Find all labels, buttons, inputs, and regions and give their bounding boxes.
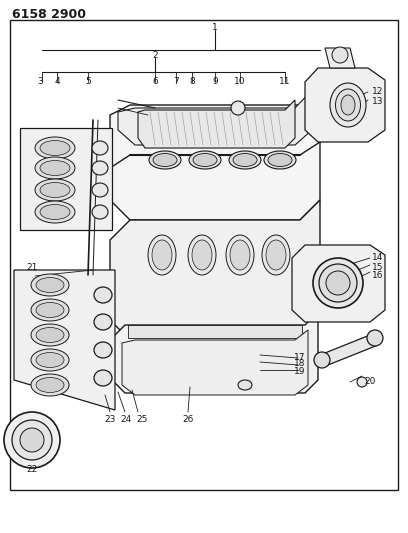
Text: 13: 13 [372, 98, 384, 107]
Polygon shape [305, 68, 385, 142]
Text: 26: 26 [182, 416, 194, 424]
Ellipse shape [335, 89, 361, 121]
Ellipse shape [35, 179, 75, 201]
Ellipse shape [330, 83, 366, 127]
Circle shape [4, 412, 60, 468]
Text: 1: 1 [212, 23, 218, 33]
Text: 9: 9 [212, 77, 218, 86]
Circle shape [20, 428, 44, 452]
Text: 15: 15 [372, 262, 384, 271]
Text: 6: 6 [152, 77, 158, 86]
Text: 19: 19 [294, 367, 306, 376]
Ellipse shape [152, 240, 172, 270]
Ellipse shape [233, 154, 257, 166]
Polygon shape [292, 245, 385, 322]
Ellipse shape [40, 141, 70, 156]
Ellipse shape [229, 151, 261, 169]
Polygon shape [14, 270, 115, 410]
Circle shape [367, 330, 383, 346]
Ellipse shape [31, 374, 69, 396]
Circle shape [231, 101, 245, 115]
Text: 4: 4 [54, 77, 60, 86]
Circle shape [332, 47, 348, 63]
Ellipse shape [148, 235, 176, 275]
Ellipse shape [35, 137, 75, 159]
Ellipse shape [238, 380, 252, 390]
Polygon shape [138, 100, 295, 148]
Ellipse shape [92, 141, 108, 155]
Ellipse shape [31, 299, 69, 321]
Ellipse shape [31, 274, 69, 296]
Ellipse shape [313, 258, 363, 308]
Circle shape [314, 352, 330, 368]
Ellipse shape [149, 151, 181, 169]
Ellipse shape [319, 264, 357, 302]
Text: 11: 11 [279, 77, 291, 86]
Ellipse shape [262, 235, 290, 275]
Ellipse shape [35, 201, 75, 223]
Text: 14: 14 [373, 254, 384, 262]
Text: 2: 2 [152, 52, 158, 61]
Ellipse shape [266, 240, 286, 270]
Ellipse shape [92, 183, 108, 197]
Ellipse shape [193, 154, 217, 166]
Polygon shape [110, 85, 320, 220]
Polygon shape [320, 335, 378, 365]
Text: 18: 18 [294, 359, 306, 368]
Ellipse shape [35, 157, 75, 179]
Ellipse shape [230, 240, 250, 270]
Polygon shape [128, 325, 302, 338]
Text: 21: 21 [26, 263, 38, 272]
Circle shape [12, 420, 52, 460]
Ellipse shape [40, 205, 70, 220]
Text: 8: 8 [189, 77, 195, 86]
Ellipse shape [226, 235, 254, 275]
Text: 10: 10 [234, 77, 246, 86]
Text: 22: 22 [27, 465, 38, 474]
Polygon shape [325, 48, 355, 68]
Ellipse shape [192, 240, 212, 270]
Ellipse shape [92, 205, 108, 219]
Text: 25: 25 [136, 416, 148, 424]
Text: 24: 24 [120, 416, 132, 424]
Ellipse shape [36, 352, 64, 367]
Ellipse shape [36, 377, 64, 392]
Ellipse shape [36, 303, 64, 318]
Text: 12: 12 [373, 87, 384, 96]
Ellipse shape [264, 151, 296, 169]
Text: 6158 2900: 6158 2900 [12, 8, 86, 21]
Ellipse shape [31, 349, 69, 371]
Text: 20: 20 [364, 377, 376, 386]
Bar [10, 20, 398, 490]
Text: 7: 7 [173, 77, 179, 86]
Ellipse shape [40, 182, 70, 198]
Polygon shape [110, 200, 320, 340]
Text: 23: 23 [104, 416, 116, 424]
Ellipse shape [36, 278, 64, 293]
Ellipse shape [153, 154, 177, 166]
Circle shape [357, 377, 367, 387]
Ellipse shape [326, 271, 350, 295]
Ellipse shape [92, 161, 108, 175]
Text: 17: 17 [294, 352, 306, 361]
Ellipse shape [341, 95, 355, 115]
Text: 16: 16 [372, 271, 384, 280]
Ellipse shape [94, 287, 112, 303]
Ellipse shape [268, 154, 292, 166]
Ellipse shape [189, 151, 221, 169]
Text: 5: 5 [85, 77, 91, 86]
Polygon shape [122, 330, 308, 395]
Ellipse shape [94, 342, 112, 358]
Text: 3: 3 [37, 77, 43, 86]
Ellipse shape [36, 327, 64, 343]
Ellipse shape [40, 160, 70, 175]
Polygon shape [118, 90, 312, 145]
Ellipse shape [31, 324, 69, 346]
Polygon shape [20, 128, 112, 230]
Polygon shape [112, 312, 318, 393]
Ellipse shape [94, 370, 112, 386]
Ellipse shape [94, 314, 112, 330]
Ellipse shape [188, 235, 216, 275]
